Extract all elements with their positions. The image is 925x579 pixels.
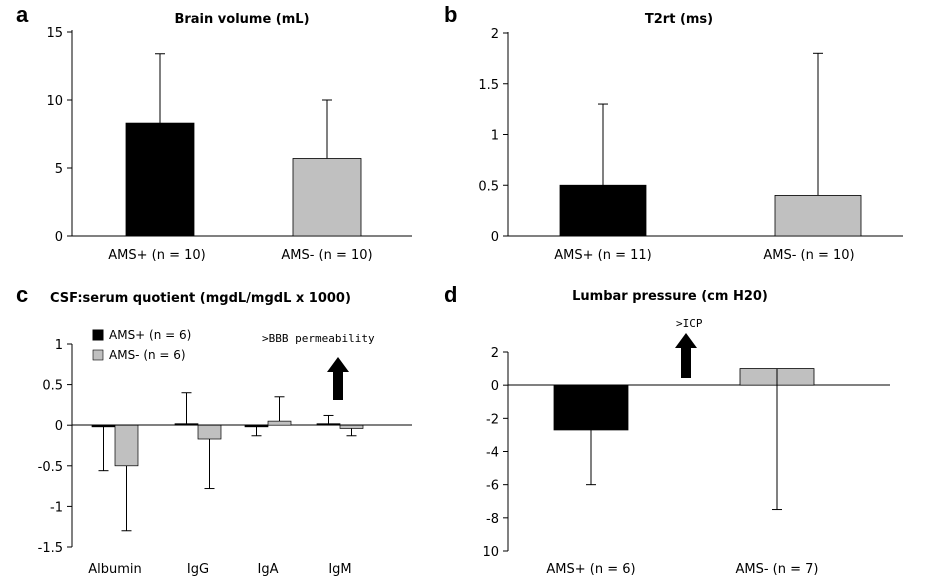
- chart-title-b: T2rt (ms): [645, 12, 713, 27]
- bar-d-1: [553, 384, 629, 431]
- up-arrow-icon-bbb: [327, 357, 349, 400]
- y-tick-label-b-0: 0: [491, 230, 499, 245]
- bar-c-series1-1: [91, 424, 116, 428]
- y-tick-label-c-0: 1: [55, 338, 63, 353]
- panel-letter-d: d: [444, 282, 457, 307]
- y-tick-label-d-4: -6: [486, 479, 499, 494]
- y-tick-label-a-0: 0: [55, 230, 63, 245]
- y-tick-label-c-5: -1.5: [38, 541, 63, 556]
- category-label-c-3: IgA: [258, 562, 279, 577]
- y-tick-label-d-2: -2: [486, 412, 499, 427]
- y-tick-label-c-3: -0.5: [38, 460, 63, 475]
- y-tick-label-a-3: 15: [46, 26, 63, 41]
- y-tick-label-d-1: 0: [491, 379, 499, 394]
- annotation-bbb: >BBB permeability: [262, 332, 375, 345]
- legend-label-ams-plus: AMS+ (n = 6): [109, 328, 191, 342]
- bar-c-series1-3: [244, 424, 269, 428]
- bar-c-series2-4: [339, 424, 364, 429]
- category-label-d-2: AMS- (n = 7): [736, 562, 819, 577]
- category-label-d-1: AMS+ (n = 6): [546, 562, 635, 577]
- bar-c-series2-1: [114, 424, 139, 467]
- legend-swatch-ams-plus: [92, 329, 104, 341]
- category-label-b-1: AMS+ (n = 11): [554, 248, 651, 263]
- panel-letter-b: b: [444, 2, 457, 27]
- y-tick-label-b-3: 1.5: [478, 78, 499, 93]
- bar-c-series2-2: [197, 424, 222, 440]
- y-tick-label-d-5: -8: [486, 512, 499, 527]
- y-tick-label-b-2: 1: [491, 129, 499, 144]
- category-label-c-2: IgG: [187, 562, 209, 577]
- y-tick-label-c-1: 0.5: [42, 379, 63, 394]
- bar-b-2: [774, 194, 862, 237]
- chart-title-a: Brain volume (mL): [174, 12, 309, 27]
- y-tick-label-d-0: 2: [491, 346, 499, 361]
- panel-b: b T2rt (ms) 0 0.5 1 1.5 2 AMS+ (n = 11) AMS-…: [444, 2, 903, 263]
- y-tick-label-a-1: 5: [55, 162, 63, 177]
- annotation-icp: >ICP: [676, 317, 703, 330]
- chart-title-d: Lumbar pressure (cm H20): [572, 289, 768, 304]
- legend-label-ams-minus: AMS- (n = 6): [109, 348, 186, 362]
- panel-letter-a: a: [16, 2, 29, 27]
- y-tick-label-b-1: 0.5: [478, 179, 499, 194]
- category-label-a-2: AMS- (n = 10): [281, 248, 372, 263]
- y-tick-label-d-3: -4: [486, 446, 499, 461]
- bar-a-1: [125, 122, 195, 237]
- bar-c-series2-3: [267, 420, 292, 426]
- y-tick-label-a-2: 10: [46, 94, 63, 109]
- category-label-a-1: AMS+ (n = 10): [108, 248, 205, 263]
- y-tick-label-c-2: 0: [55, 419, 63, 434]
- chart-title-c: CSF:serum quotient (mgdL/mgdL x 1000): [50, 291, 351, 306]
- legend-c: AMS+ (n = 6) AMS- (n = 6): [92, 328, 191, 362]
- legend-swatch-ams-minus: [92, 349, 104, 361]
- panel-letter-c: c: [16, 282, 28, 307]
- up-arrow-icon-icp: [675, 333, 697, 378]
- bar-b-1: [559, 184, 647, 237]
- bar-a-2: [292, 158, 362, 237]
- y-tick-label-c-4: -1: [50, 500, 63, 515]
- category-label-c-1: Albumin: [88, 562, 142, 577]
- panel-a: a Brain volume (mL) 0 5 10 15 AMS+ (n = 10)…: [16, 2, 412, 263]
- y-tick-label-d-6: 10: [482, 545, 499, 560]
- y-tick-label-b-4: 2: [491, 27, 499, 42]
- category-label-b-2: AMS- (n = 10): [763, 248, 854, 263]
- panel-d: d Lumbar pressure (cm H20) 20-2-4-6-810 …: [444, 282, 890, 577]
- panel-c: c CSF:serum quotient (mgdL/mgdL x 1000) …: [16, 282, 412, 577]
- category-label-c-4: IgM: [328, 562, 351, 577]
